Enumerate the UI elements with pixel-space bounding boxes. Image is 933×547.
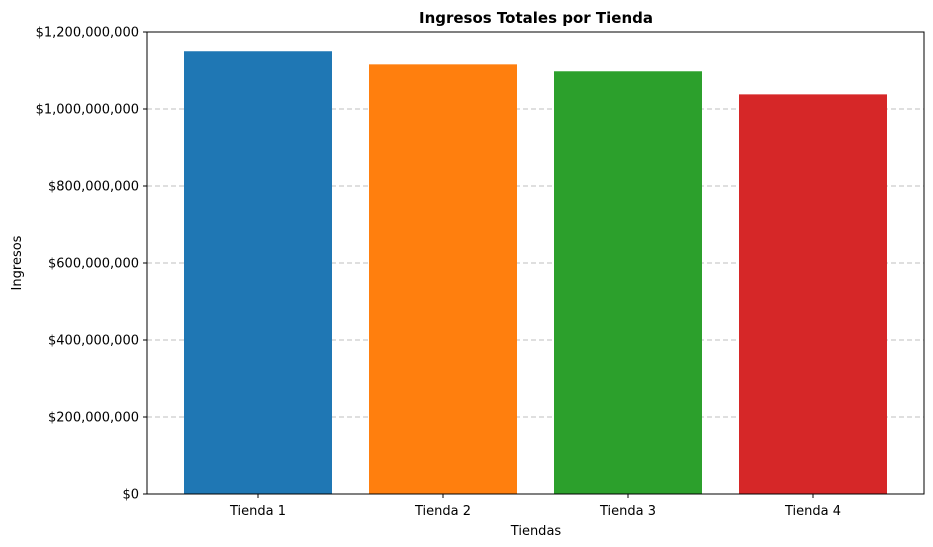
bar-tienda-4 xyxy=(739,94,887,495)
y-tick-label: $800,000,000 xyxy=(48,180,139,195)
y-tick-label: $1,200,000,000 xyxy=(36,26,139,41)
bar-tienda-3 xyxy=(554,71,702,495)
bar-tienda-1 xyxy=(184,51,332,494)
bars xyxy=(184,51,887,495)
x-axis-ticks: Tienda 1 Tienda 2 Tienda 3 Tienda 4 xyxy=(229,494,841,519)
y-tick-label: $1,000,000,000 xyxy=(36,103,139,118)
y-axis-ticks: $0 $200,000,000 $400,000,000 $600,000,000 $8… xyxy=(36,26,147,503)
chart-title: Ingresos Totales por Tienda xyxy=(419,9,653,27)
x-axis-title: Tiendas xyxy=(510,524,562,539)
y-tick-label: $200,000,000 xyxy=(48,411,139,426)
x-tick-label: Tienda 4 xyxy=(784,504,841,519)
bar-tienda-2 xyxy=(369,64,517,494)
y-axis-title: Ingresos xyxy=(10,235,25,290)
x-tick-label: Tienda 2 xyxy=(414,504,471,519)
x-tick-label: Tienda 3 xyxy=(599,504,656,519)
y-tick-label: $0 xyxy=(122,488,139,503)
x-tick-label: Tienda 1 xyxy=(229,504,286,519)
y-tick-label: $600,000,000 xyxy=(48,257,139,272)
y-tick-label: $400,000,000 xyxy=(48,334,139,349)
